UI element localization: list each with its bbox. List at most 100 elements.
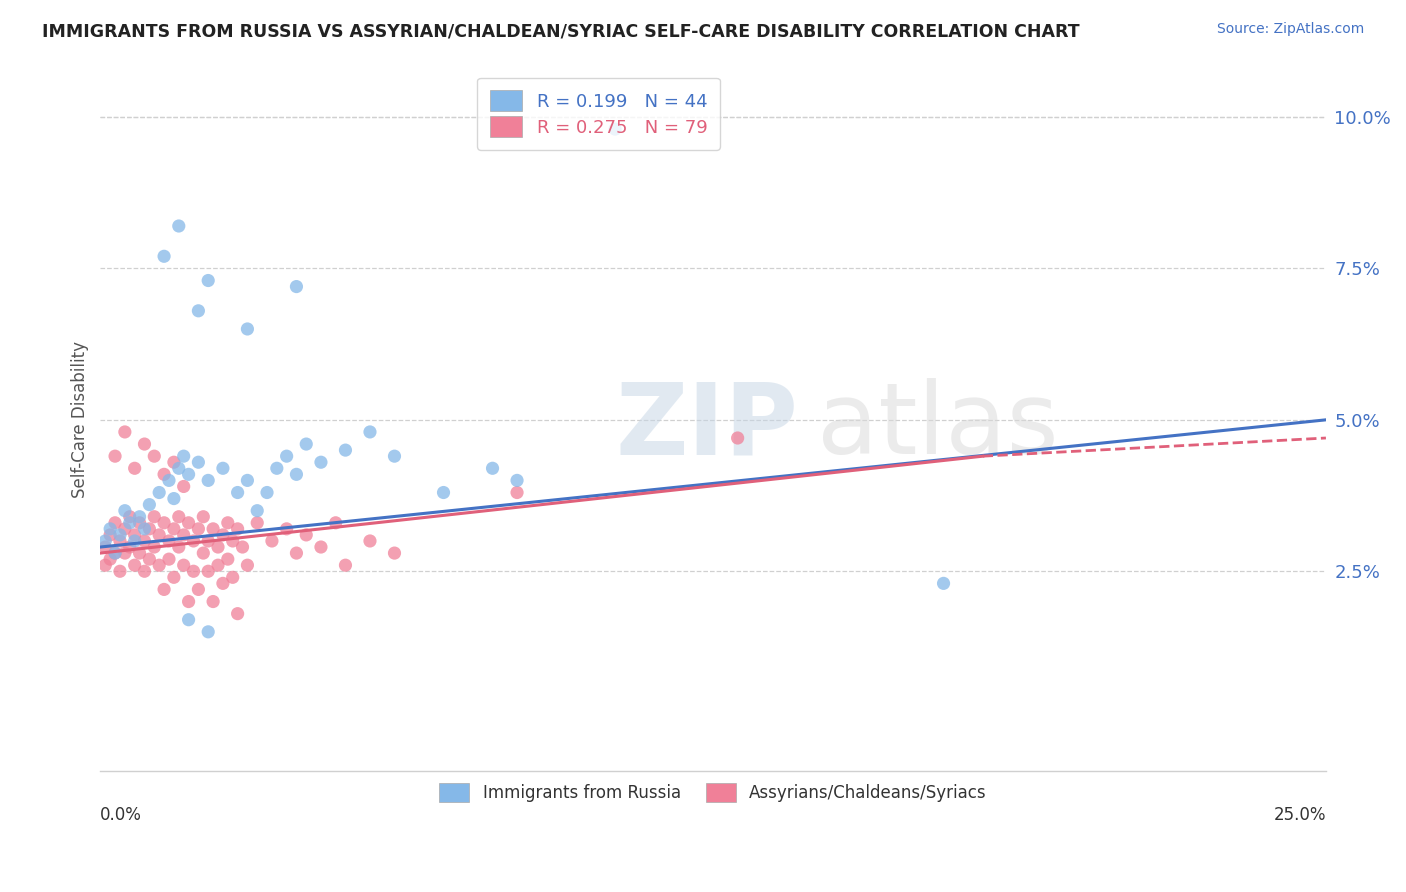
- Point: [295, 437, 318, 451]
- Point: [153, 467, 176, 482]
- Point: [134, 533, 156, 548]
- Text: atlas: atlas: [817, 378, 1059, 475]
- Point: [226, 522, 249, 536]
- Point: [153, 582, 176, 597]
- Point: [226, 607, 249, 621]
- Point: [134, 522, 156, 536]
- Point: [124, 558, 146, 573]
- Point: [163, 522, 186, 536]
- Text: IMMIGRANTS FROM RUSSIA VS ASSYRIAN/CHALDEAN/SYRIAC SELF-CARE DISABILITY CORRELAT: IMMIGRANTS FROM RUSSIA VS ASSYRIAN/CHALD…: [42, 22, 1080, 40]
- Point: [260, 533, 283, 548]
- Point: [167, 219, 190, 233]
- Point: [197, 273, 219, 287]
- Point: [118, 516, 141, 530]
- Point: [236, 558, 259, 573]
- Point: [157, 533, 180, 548]
- Point: [173, 528, 195, 542]
- Point: [207, 540, 229, 554]
- Point: [603, 122, 626, 136]
- Point: [173, 449, 195, 463]
- Point: [114, 504, 136, 518]
- Point: [157, 552, 180, 566]
- Point: [118, 540, 141, 554]
- Point: [309, 540, 332, 554]
- Point: [384, 546, 406, 560]
- Point: [212, 576, 235, 591]
- Point: [727, 431, 749, 445]
- Point: [98, 528, 121, 542]
- Point: [246, 504, 269, 518]
- Point: [236, 322, 259, 336]
- Point: [193, 546, 215, 560]
- Point: [246, 516, 269, 530]
- Point: [108, 533, 131, 548]
- Text: 0.0%: 0.0%: [100, 806, 142, 824]
- Point: [173, 479, 195, 493]
- Point: [325, 516, 347, 530]
- Point: [506, 485, 529, 500]
- Point: [143, 509, 166, 524]
- Point: [335, 443, 357, 458]
- Point: [98, 552, 121, 566]
- Point: [217, 516, 239, 530]
- Point: [124, 528, 146, 542]
- Point: [167, 540, 190, 554]
- Point: [157, 474, 180, 488]
- Point: [124, 533, 146, 548]
- Point: [276, 522, 298, 536]
- Point: [295, 528, 318, 542]
- Point: [193, 509, 215, 524]
- Point: [285, 467, 308, 482]
- Point: [183, 564, 205, 578]
- Point: [187, 455, 209, 469]
- Point: [217, 552, 239, 566]
- Point: [222, 570, 245, 584]
- Point: [138, 522, 160, 536]
- Point: [94, 558, 117, 573]
- Point: [138, 498, 160, 512]
- Point: [108, 528, 131, 542]
- Point: [177, 516, 200, 530]
- Point: [134, 564, 156, 578]
- Point: [163, 455, 186, 469]
- Point: [153, 516, 176, 530]
- Point: [276, 449, 298, 463]
- Point: [266, 461, 288, 475]
- Point: [222, 533, 245, 548]
- Point: [148, 528, 170, 542]
- Point: [236, 474, 259, 488]
- Point: [481, 461, 503, 475]
- Point: [359, 533, 381, 548]
- Point: [197, 564, 219, 578]
- Point: [143, 540, 166, 554]
- Point: [202, 522, 225, 536]
- Point: [94, 540, 117, 554]
- Point: [134, 437, 156, 451]
- Point: [173, 558, 195, 573]
- Text: ZIP: ZIP: [614, 378, 799, 475]
- Point: [226, 485, 249, 500]
- Point: [167, 509, 190, 524]
- Point: [212, 461, 235, 475]
- Point: [163, 570, 186, 584]
- Point: [506, 474, 529, 488]
- Point: [148, 558, 170, 573]
- Point: [202, 594, 225, 608]
- Point: [197, 474, 219, 488]
- Point: [114, 425, 136, 439]
- Point: [932, 576, 955, 591]
- Point: [108, 564, 131, 578]
- Point: [114, 522, 136, 536]
- Point: [163, 491, 186, 506]
- Point: [98, 522, 121, 536]
- Text: Source: ZipAtlas.com: Source: ZipAtlas.com: [1216, 22, 1364, 37]
- Point: [183, 533, 205, 548]
- Point: [197, 624, 219, 639]
- Point: [128, 546, 150, 560]
- Point: [128, 516, 150, 530]
- Point: [187, 303, 209, 318]
- Point: [138, 552, 160, 566]
- Point: [212, 528, 235, 542]
- Point: [335, 558, 357, 573]
- Point: [197, 533, 219, 548]
